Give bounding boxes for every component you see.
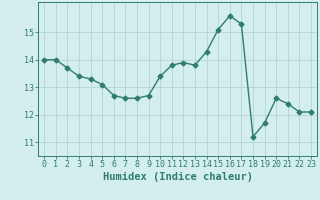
X-axis label: Humidex (Indice chaleur): Humidex (Indice chaleur): [103, 172, 252, 182]
